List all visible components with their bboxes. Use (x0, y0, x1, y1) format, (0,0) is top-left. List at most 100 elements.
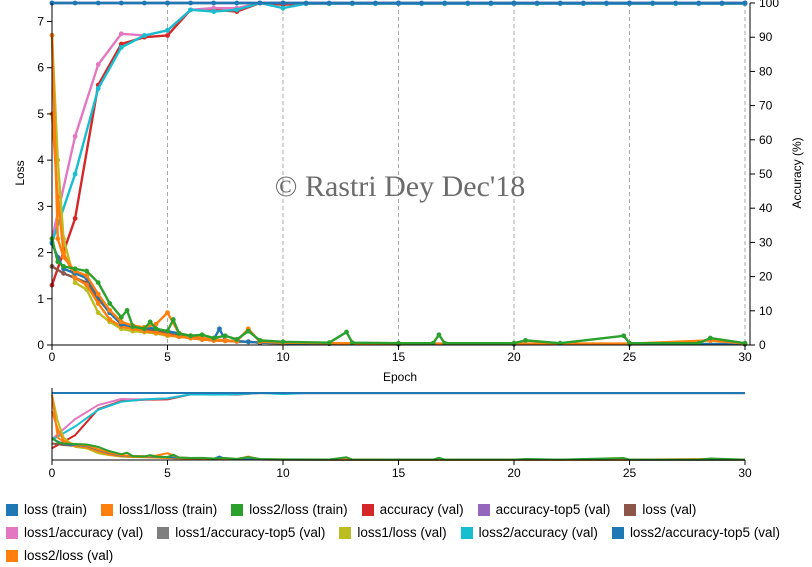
data-point (176, 331, 182, 336)
y-left-tick-label: 5 (37, 107, 44, 121)
data-point (118, 314, 124, 320)
series-loss2-accuracy-top5-val (49, 0, 748, 6)
legend-item-loss-train[interactable]: loss (train) (6, 502, 87, 517)
legend-swatch (361, 503, 374, 516)
data-point (165, 27, 170, 33)
legend: loss (train) loss1/loss (train) loss2/loss… (6, 498, 812, 567)
data-point (107, 301, 113, 306)
legend-item-loss1-accuracy-val[interactable]: loss1/accuracy (val) (6, 525, 143, 540)
legend-label: loss2/loss (train) (249, 502, 348, 517)
data-point (696, 0, 702, 6)
data-point (84, 282, 90, 288)
legend-label: loss2/loss (val) (24, 548, 114, 563)
legend-item-loss1-accuracy-top5-val[interactable]: loss1/accuracy-top5 (val) (157, 525, 325, 540)
data-point (124, 307, 130, 313)
data-point (95, 0, 101, 6)
data-point (430, 340, 436, 346)
legend-label: loss1/loss (train) (119, 502, 218, 517)
data-point (95, 291, 101, 297)
data-point (72, 0, 78, 6)
legend-item-loss2-loss-val[interactable]: loss2/loss (val) (6, 548, 113, 563)
data-point (326, 0, 332, 6)
data-point (170, 317, 176, 322)
data-point (55, 236, 61, 242)
y-right-tick-label: 40 (759, 201, 773, 215)
data-point (257, 0, 263, 6)
legend-swatch (231, 503, 244, 516)
data-point (147, 319, 153, 325)
data-point (442, 0, 448, 6)
y-right-tick-label: 60 (759, 133, 773, 147)
x-tick-label: 0 (49, 350, 56, 364)
data-point (234, 7, 240, 13)
x-tick-label: 20 (507, 350, 521, 364)
legend-item-accuracy-top5-val[interactable]: accuracy-top5 (val) (477, 502, 610, 517)
y-right-tick-label: 70 (759, 99, 773, 113)
legend-item-accuracy-val[interactable]: accuracy (val) (361, 502, 464, 517)
overview-line-loss1-loss-train (51, 394, 746, 461)
y-left-tick-label: 7 (37, 14, 44, 28)
legend-row: loss2/loss (val) (6, 544, 812, 567)
main-axes: 0 5 10 15 20 25 300123456701020304050607080901… (37, 0, 779, 364)
legend-item-loss-val[interactable]: loss (val) (624, 502, 696, 517)
data-point (742, 0, 748, 6)
data-point (511, 0, 517, 6)
x-tick-label: 5 (164, 350, 171, 364)
data-point (72, 275, 78, 281)
data-point (130, 324, 136, 329)
data-point (280, 5, 286, 11)
y-left-tick-label: 6 (37, 61, 44, 75)
y-left-axis-title: Loss (13, 160, 27, 185)
x-axis-title: Epoch (383, 370, 417, 384)
data-point (118, 41, 124, 47)
legend-item-loss1-loss-val[interactable]: loss1/loss (val) (339, 525, 447, 540)
y-left-tick-label: 1 (37, 292, 44, 306)
legend-swatch (460, 526, 473, 539)
legend-swatch (339, 526, 352, 539)
data-point (326, 340, 332, 346)
data-point (95, 86, 101, 91)
legend-swatch (6, 526, 18, 539)
overview-x-tick-label: 5 (164, 466, 171, 480)
legend-item-loss1-loss-train[interactable]: loss1/loss (train) (101, 502, 217, 517)
legend-label: loss1/loss (val) (357, 525, 447, 540)
data-point (142, 33, 147, 38)
data-point (673, 0, 679, 6)
data-point (84, 268, 90, 274)
data-point (419, 0, 424, 6)
data-point (72, 133, 78, 139)
data-point (621, 333, 627, 339)
y-left-tick-label: 0 (37, 338, 44, 352)
data-point (153, 326, 159, 332)
data-point (557, 340, 563, 346)
data-point (442, 340, 448, 346)
data-point (511, 340, 517, 346)
legend-item-loss2-accuracy-val[interactable]: loss2/accuracy (val) (460, 525, 598, 540)
overview-line-loss2-loss-val (51, 411, 745, 461)
data-point (465, 0, 471, 6)
data-point (153, 321, 159, 327)
y-left-tick-label: 2 (37, 246, 44, 260)
legend-item-loss2-accuracy-top5-val[interactable]: loss2/accuracy-top5 (val) (611, 525, 780, 540)
overview-line-loss1-loss-val (51, 394, 745, 461)
legend-label: loss2/accuracy (val) (478, 525, 598, 540)
data-point (373, 0, 378, 6)
overview-line-loss2-loss-train (51, 436, 746, 461)
y-right-tick-label: 20 (759, 270, 773, 284)
legend-swatch (6, 503, 18, 516)
main-series (49, 0, 748, 347)
y-left-tick-label: 3 (37, 199, 44, 213)
data-point (534, 0, 540, 6)
data-point (72, 216, 78, 221)
legend-item-loss2-loss-train[interactable]: loss2/loss (train) (231, 502, 348, 517)
data-point (165, 310, 170, 316)
y-right-tick-label: 10 (759, 304, 773, 318)
x-tick-label: 15 (392, 350, 406, 364)
data-point (95, 280, 101, 286)
data-point (84, 273, 90, 279)
data-point (211, 9, 217, 14)
data-point (118, 45, 124, 50)
data-point (61, 264, 66, 269)
overview-x-tick-label: 15 (392, 466, 406, 480)
overview-panel[interactable]: 0 5 10 15 20 25 30 (49, 388, 752, 480)
